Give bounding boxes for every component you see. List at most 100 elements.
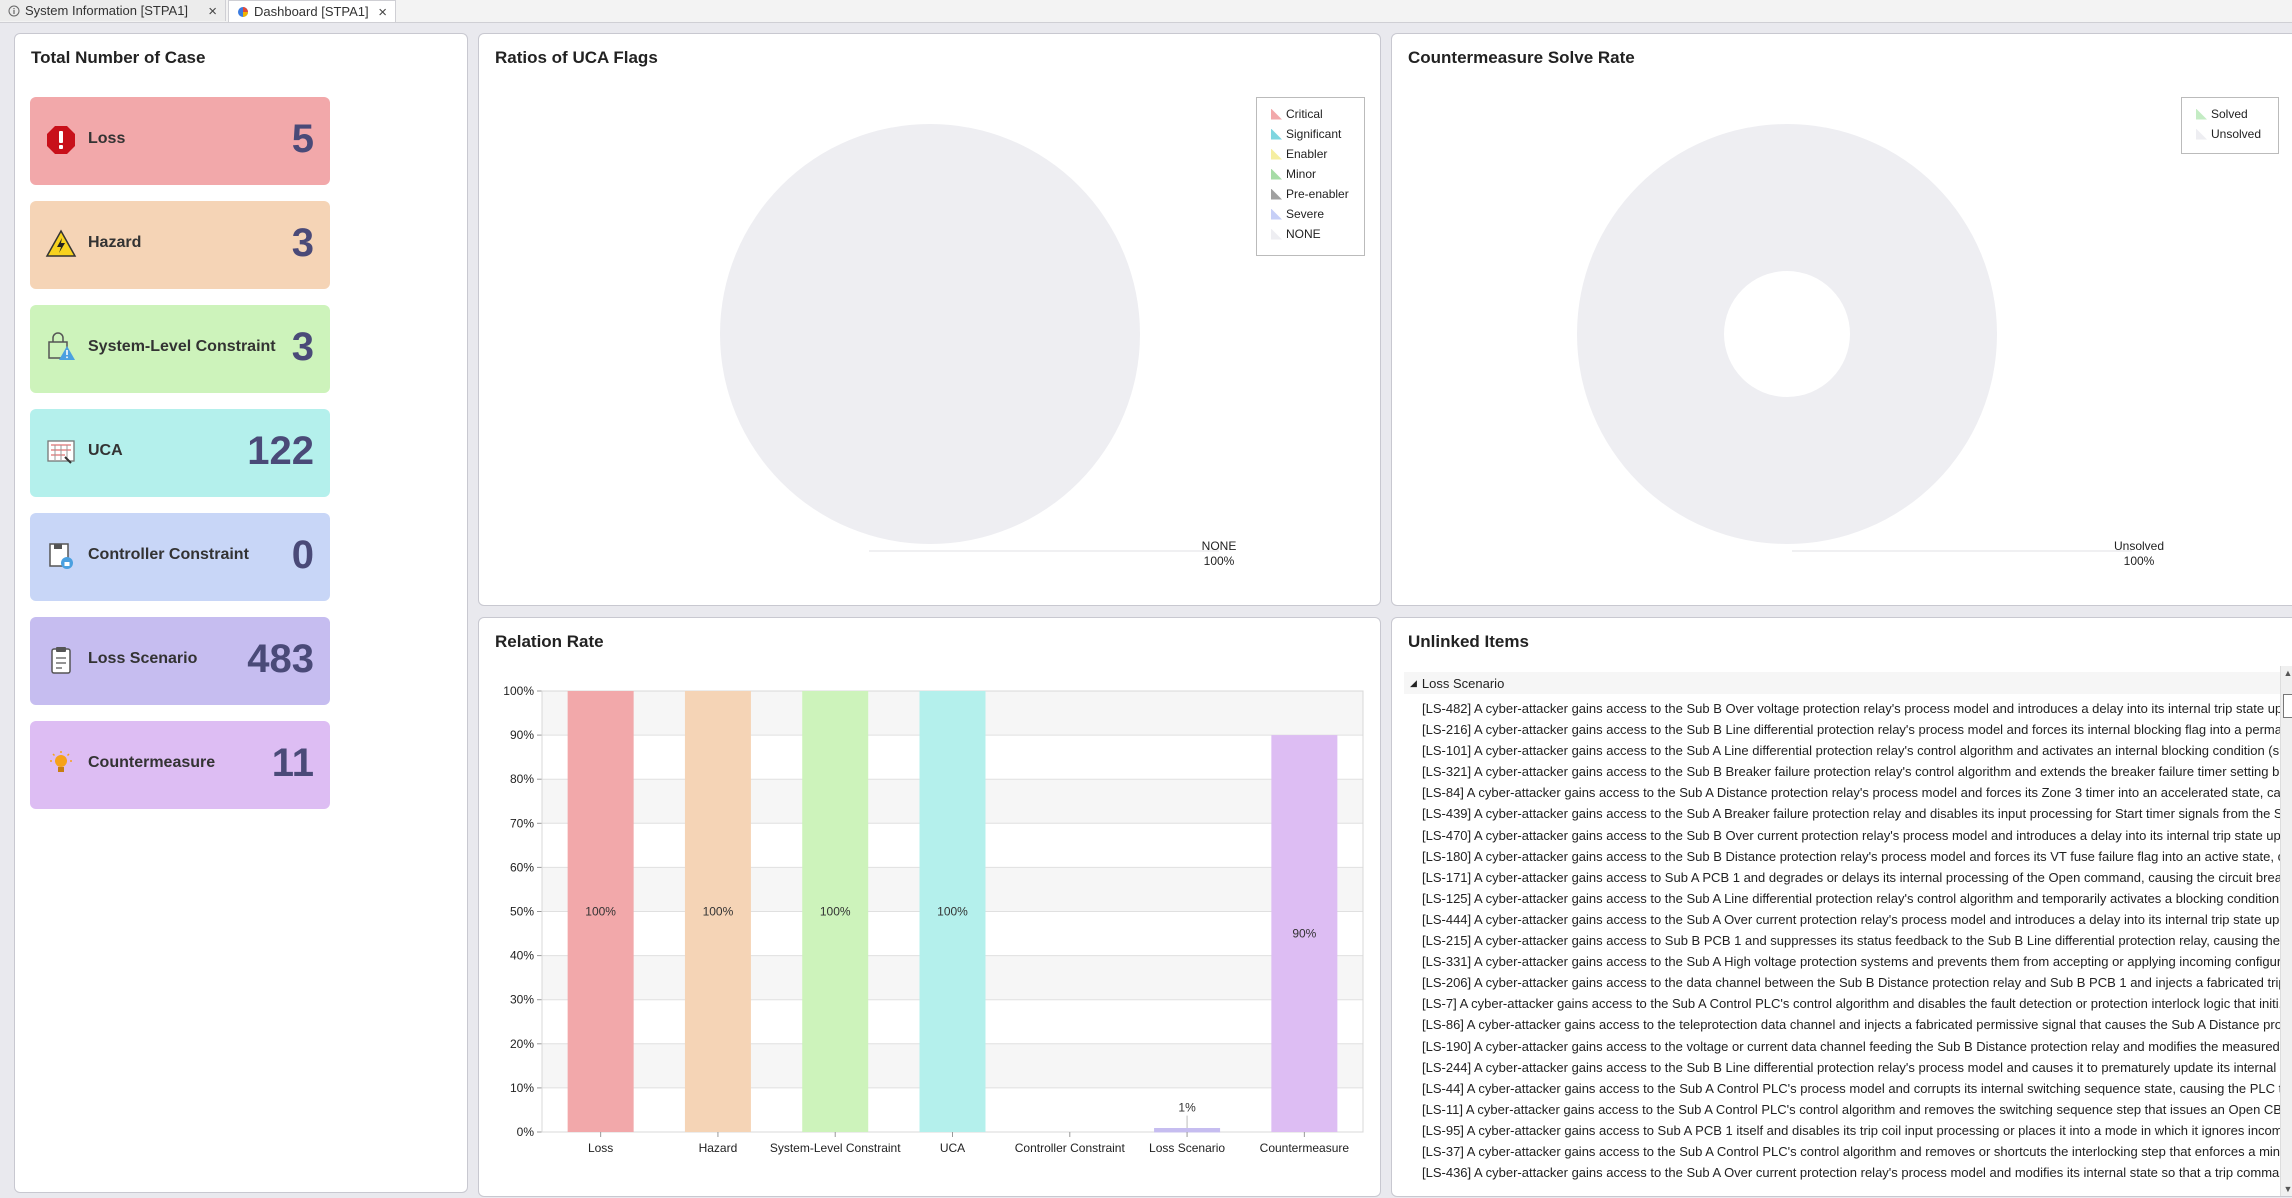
case-card-count: 3 xyxy=(291,325,314,369)
legend-item-significant[interactable]: Significant xyxy=(1271,126,1341,142)
bar-value-label: 100% xyxy=(585,905,616,919)
legend-swatch xyxy=(1271,168,1282,180)
case-card-hazard[interactable]: Hazard 3 xyxy=(30,201,330,289)
tab-system-information[interactable]: System Information [STPA1] × xyxy=(0,0,226,21)
legend-swatch xyxy=(2196,108,2207,120)
list-item[interactable]: [LS-321] A cyber-attacker gains access t… xyxy=(1422,764,2292,780)
close-icon[interactable]: × xyxy=(378,4,387,21)
legend-item-severe[interactable]: Severe xyxy=(1271,206,1324,222)
case-card-count: 0 xyxy=(291,533,314,577)
x-tick-label: Loss Scenario xyxy=(1149,1141,1225,1155)
case-card-countermeasure[interactable]: Countermeasure 11 xyxy=(30,721,330,809)
case-card-count: 5 xyxy=(291,117,314,161)
slice-percent: 100% xyxy=(1203,554,1235,568)
legend-item-solved[interactable]: Solved xyxy=(2196,106,2248,122)
list-item[interactable]: [LS-331] A cyber-attacker gains access t… xyxy=(1422,954,2292,970)
slice-percent: 100% xyxy=(2123,554,2155,568)
list-item[interactable]: [LS-84] A cyber-attacker gains access to… xyxy=(1422,785,2292,801)
legend-label: Enabler xyxy=(1286,147,1328,161)
panel-title: Total Number of Case xyxy=(31,48,206,67)
list-item[interactable]: [LS-125] A cyber-attacker gains access t… xyxy=(1422,890,2290,906)
case-card-label: Controller Constraint xyxy=(88,546,249,563)
tree-group-label: Loss Scenario xyxy=(1421,675,1505,691)
slice-label: Unsolved xyxy=(2113,539,2165,553)
scroll-thumb[interactable] xyxy=(2283,694,2292,718)
legend-label: Significant xyxy=(1286,127,1342,141)
case-card-label: System-Level Constraint xyxy=(88,338,276,355)
slice-label: NONE xyxy=(1201,539,1237,553)
x-tick-label: Countermeasure xyxy=(1260,1141,1350,1155)
list-item[interactable]: [LS-101] A cyber-attacker gains access t… xyxy=(1422,743,2292,759)
tab-dashboard[interactable]: Dashboard [STPA1] × xyxy=(228,0,396,22)
case-card-loss[interactable]: Loss 5 xyxy=(30,97,330,185)
legend-swatch xyxy=(2196,128,2207,140)
close-icon[interactable]: × xyxy=(208,3,217,20)
legend-swatch xyxy=(1271,108,1282,120)
case-card-label: Loss Scenario xyxy=(88,650,198,667)
list-item[interactable]: [LS-180] A cyber-attacker gains access t… xyxy=(1422,848,2292,864)
list-item[interactable]: [LS-470] A cyber-attacker gains access t… xyxy=(1422,827,2292,843)
list-item[interactable]: [LS-215] A cyber-attacker gains access t… xyxy=(1422,933,2292,949)
y-tick-label: 90% xyxy=(510,728,534,742)
legend-label: Unsolved xyxy=(2211,127,2262,141)
legend-swatch xyxy=(1271,128,1282,140)
bar-value-label: 90% xyxy=(1292,927,1316,941)
bar-value-label: 1% xyxy=(1178,1101,1196,1115)
tab-label: Dashboard [STPA1] xyxy=(254,4,369,19)
case-card-loss-scenario[interactable]: Loss Scenario 483 xyxy=(30,617,330,705)
legend-item-unsolved[interactable]: Unsolved xyxy=(2196,126,2261,142)
donut-slice-unsolved[interactable] xyxy=(1577,124,1997,544)
list-item[interactable]: [LS-190] A cyber-attacker gains access t… xyxy=(1422,1038,2292,1054)
list-item[interactable]: [LS-171] A cyber-attacker gains access t… xyxy=(1422,869,2292,885)
unlinked-items-panel: Unlinked Items ◢ Loss Scenario [LS-482] … xyxy=(1391,617,2292,1197)
x-tick-label: System-Level Constraint xyxy=(770,1141,901,1155)
legend-item-enabler[interactable]: Enabler xyxy=(1271,146,1327,162)
legend-item-none[interactable]: NONE xyxy=(1271,226,1321,242)
pie-slice-none[interactable] xyxy=(720,124,1140,544)
pie-chart-icon xyxy=(238,6,248,17)
list-item[interactable]: [LS-216] A cyber-attacker gains access t… xyxy=(1422,722,2292,738)
list-item[interactable]: [LS-44] A cyber-attacker gains access to… xyxy=(1422,1080,2292,1096)
case-card-count: 11 xyxy=(271,741,314,785)
list-item[interactable]: [LS-436] A cyber-attacker gains access t… xyxy=(1422,1165,2292,1181)
bar-system-level-constraint[interactable] xyxy=(802,691,869,1132)
warning-icon xyxy=(45,228,77,260)
collapse-triangle-icon[interactable]: ◢ xyxy=(1410,677,1417,688)
list-item[interactable]: [LS-7] A cyber-attacker gains access to … xyxy=(1422,996,2290,1012)
list-item[interactable]: [LS-37] A cyber-attacker gains access to… xyxy=(1422,1143,2292,1159)
list-item[interactable]: [LS-439] A cyber-attacker gains access t… xyxy=(1422,806,2292,822)
vertical-scrollbar[interactable]: ▲ ▼ xyxy=(2280,666,2292,1196)
countermeasure-legend: Solved Unsolved xyxy=(2181,97,2279,154)
tree-group-loss-scenario[interactable]: ◢ Loss Scenario xyxy=(1404,672,2292,694)
case-card-count: 3 xyxy=(291,221,314,265)
list-item[interactable]: [LS-11] A cyber-attacker gains access to… xyxy=(1422,1101,2292,1117)
bar-uca[interactable] xyxy=(919,691,986,1132)
info-icon xyxy=(8,5,20,16)
bar-countermeasure[interactable] xyxy=(1271,735,1338,1132)
scroll-down-icon[interactable]: ▼ xyxy=(2283,1184,2292,1194)
error-icon xyxy=(45,124,77,156)
legend-item-pre-enabler[interactable]: Pre-enabler xyxy=(1271,186,1349,202)
bar-loss-scenario[interactable] xyxy=(1154,1128,1221,1133)
panel-title: Unlinked Items xyxy=(1408,632,1529,651)
list-item[interactable]: [LS-444] A cyber-attacker gains access t… xyxy=(1422,911,2292,927)
list-item[interactable]: [LS-86] A cyber-attacker gains access to… xyxy=(1422,1017,2292,1033)
bar-hazard[interactable] xyxy=(684,691,751,1132)
y-tick-label: 40% xyxy=(510,949,534,963)
list-item[interactable]: [LS-482] A cyber-attacker gains access t… xyxy=(1422,701,2292,716)
legend-item-critical[interactable]: Critical xyxy=(1271,106,1323,122)
list-item[interactable]: [LS-95] A cyber-attacker gains access to… xyxy=(1422,1122,2292,1138)
bar-loss[interactable] xyxy=(567,691,634,1132)
list-item[interactable]: [LS-244] A cyber-attacker gains access t… xyxy=(1422,1059,2292,1075)
legend-item-minor[interactable]: Minor xyxy=(1271,166,1316,182)
scroll-up-icon[interactable]: ▲ xyxy=(2283,668,2292,678)
y-tick-label: 80% xyxy=(510,772,534,786)
legend-swatch xyxy=(1271,188,1282,200)
case-card-system-level-constraint[interactable]: System-Level Constraint 3 xyxy=(30,305,330,393)
list-item[interactable]: [LS-206] A cyber-attacker gains access t… xyxy=(1422,975,2292,991)
legend-swatch xyxy=(1271,228,1282,240)
case-card-controller-constraint[interactable]: Controller Constraint 0 xyxy=(30,513,330,601)
legend-label: NONE xyxy=(1286,227,1321,241)
case-card-uca[interactable]: UCA 122 xyxy=(30,409,330,497)
bar-value-label: 100% xyxy=(937,905,968,919)
